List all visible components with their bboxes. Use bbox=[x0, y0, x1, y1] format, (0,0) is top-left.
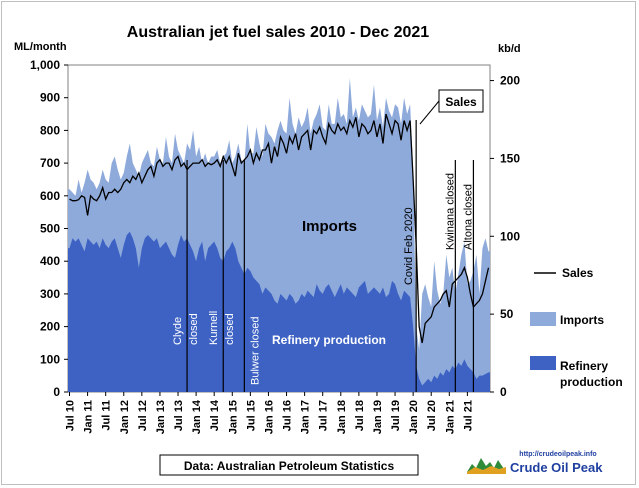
x-tick-label: Jul 19 bbox=[390, 400, 402, 431]
legend-refinery-label: Refinery bbox=[560, 359, 608, 373]
y-right-tick-label: 0 bbox=[500, 385, 507, 399]
y-right-tick-label: 100 bbox=[500, 229, 520, 243]
x-tick-label: Jul 13 bbox=[173, 400, 185, 431]
refinery-production-label: Refinery production bbox=[272, 333, 386, 347]
imports-label: Imports bbox=[302, 218, 357, 235]
plot-area: Jul 10 Jan 11 Jul 11 Jan 12 Jul 12 Jan 13 Jul … bbox=[30, 58, 623, 434]
x-tick-label: Jul 10 bbox=[65, 400, 77, 431]
x-tick-label: Jan 13 bbox=[155, 400, 167, 434]
y-left-tick-label: 200 bbox=[40, 320, 60, 334]
y-right-tick-label: 50 bbox=[500, 307, 514, 321]
chart-title: Australian jet fuel sales 2010 - Dec 202… bbox=[127, 24, 429, 41]
refinery-production-area bbox=[68, 231, 490, 392]
x-tick-label: Jan 16 bbox=[263, 400, 275, 434]
x-tick-label: Jul 14 bbox=[209, 399, 221, 431]
x-tick-label: Jan 15 bbox=[227, 400, 239, 434]
y-right-tick-label: 150 bbox=[500, 151, 520, 165]
y-axis-left-label: ML/month bbox=[14, 41, 67, 53]
x-tick-label: Jan 18 bbox=[336, 400, 348, 434]
x-tick-label: Jul 17 bbox=[318, 400, 330, 431]
annotation-clyde-closed: closed bbox=[188, 313, 200, 345]
y-axis-right-label: kb/d bbox=[498, 43, 521, 55]
y-left-tick-label: 900 bbox=[40, 91, 60, 105]
x-tick-label: Jul 12 bbox=[137, 400, 149, 431]
x-tick-label: Jul 11 bbox=[101, 400, 113, 431]
y-left-tick-label: 0 bbox=[53, 385, 60, 399]
legend-imports-swatch bbox=[530, 312, 556, 326]
annotation-kurnell-closed: Kurnell bbox=[208, 311, 220, 345]
x-tick-label: Jan 14 bbox=[191, 399, 203, 434]
y-right-tick-label: 200 bbox=[500, 74, 520, 88]
annotation-kwinana-closed: Kwinana closed bbox=[444, 173, 456, 250]
y-left-tick-label: 700 bbox=[40, 156, 60, 170]
y-left-tick-label: 1,000 bbox=[30, 58, 60, 72]
y-left-tick-label: 600 bbox=[40, 189, 60, 203]
x-tick-label: Jan 19 bbox=[372, 400, 384, 434]
sales-line bbox=[69, 113, 490, 344]
x-tick-label: Jul 15 bbox=[245, 400, 257, 431]
x-tick-label: Jul 16 bbox=[282, 400, 294, 431]
annotation-clyde-closed: Clyde bbox=[172, 317, 184, 345]
source-note: Data: Australian Petroleum Statistics bbox=[184, 459, 395, 473]
x-tick-label: Jan 21 bbox=[444, 400, 456, 434]
y-left-tick-label: 300 bbox=[40, 287, 60, 301]
x-tick-label: Jul 18 bbox=[354, 400, 366, 431]
crude-oil-peak-logo: http://crudeoilpeak.info Crude Oil Peak bbox=[465, 448, 619, 476]
sales-callout-leader bbox=[419, 100, 440, 125]
y-left-tick-label: 400 bbox=[40, 254, 60, 268]
x-tick-label: Jan 17 bbox=[300, 400, 312, 434]
x-tick-label: Jan 12 bbox=[119, 400, 131, 434]
sales-callout-label: Sales bbox=[445, 95, 477, 109]
annotation-covid: Covid Feb 2020 bbox=[403, 207, 415, 285]
source-box: Data: Australian Petroleum Statistics bbox=[159, 454, 419, 476]
logo-url: http://crudeoilpeak.info bbox=[519, 451, 596, 458]
legend-sales-label: Sales bbox=[562, 266, 594, 280]
legend-refinery-label-2: production bbox=[560, 375, 623, 389]
annotation-altona-closed: Altona closed bbox=[462, 184, 474, 250]
annotation-kurnell-closed: closed bbox=[224, 313, 236, 345]
x-tick-label: Jul 21 bbox=[462, 400, 474, 431]
legend-imports-label: Imports bbox=[560, 313, 604, 327]
annotation-bulwer-closed: Bulwer closed bbox=[249, 317, 261, 385]
legend-refinery-swatch bbox=[530, 356, 556, 370]
y-left-tick-label: 100 bbox=[40, 352, 60, 366]
x-tick-label: Jan 11 bbox=[83, 400, 95, 434]
logo-name: Crude Oil Peak bbox=[510, 460, 603, 475]
x-tick-label: Jan 20 bbox=[408, 400, 420, 434]
y-left-tick-label: 500 bbox=[40, 222, 60, 236]
x-tick-label: Jul 20 bbox=[426, 400, 438, 431]
y-left-tick-label: 800 bbox=[40, 123, 60, 137]
